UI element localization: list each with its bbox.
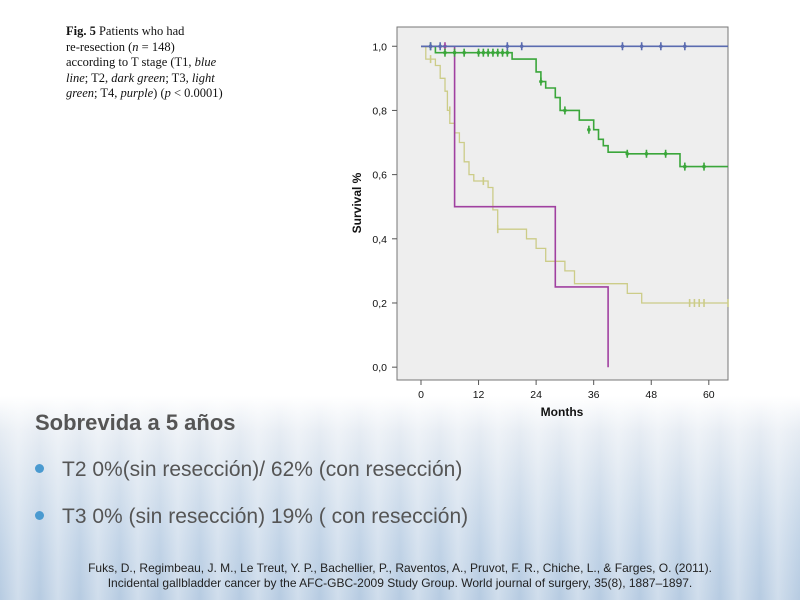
reference-citation: Fuks, D., Regimbeau, J. M., Le Treut, Y.… [0,561,800,591]
caption-text: purple [120,86,154,100]
censor-dot [683,44,687,49]
censor-dot [505,50,510,55]
caption-text: n [132,39,139,54]
censor-dot [500,50,505,55]
x-tick-label: 60 [703,389,715,401]
caption-text: blue [194,55,217,69]
survival-line-t2 [421,45,728,168]
x-tick-label: 0 [418,389,424,401]
censor-dot [539,79,543,84]
censor-dot [620,44,625,49]
caption-text: p [164,86,171,100]
caption-text: ; T2, [84,70,112,85]
bullet-dot [35,463,44,473]
slide-title: Sobrevida a 5 años [35,410,236,435]
reference-line: Fuks, D., Regimbeau, J. M., Le Treut, Y.… [88,561,712,575]
censor-dot [519,44,524,49]
survival-chart-svg: 0,0 0,2 0,4 0,6 0,8 1,0 0 12 24 36 48 60 Survival %… [350,26,729,419]
x-tick-label: 24 [530,389,542,401]
censor-dot [659,44,663,49]
censor-dot [644,151,649,156]
caption-text: dark green [111,70,166,85]
caption-text: ; T4, [94,86,121,100]
censor-dot [476,50,481,55]
caption-text: = 148) [138,39,175,54]
censor-dot [683,164,687,169]
survival-chart: 0,0 0,2 0,4 0,6 0,8 1,0 0 12 24 36 48 60 Survival %… [350,26,729,419]
y-tick-label: 0,0 [372,362,387,374]
bullet-text: T3 0% (sin resección) 19% ( con resecció… [62,505,469,528]
caption-text: according to T stage (T1, [66,55,195,69]
caption-text: ) ( [153,86,165,100]
y-tick-label: 0,2 [372,298,387,310]
figure-label: Fig. 5 [66,24,96,38]
censor-dot [452,50,457,55]
censor-dot [481,50,486,55]
y-tick-label: 0,4 [372,234,387,246]
figure-caption: Fig. 5 Patients who had re-resection (n … [66,24,286,102]
censor-dot [443,50,447,55]
y-tick-label: 0,8 [372,105,387,117]
censor-dot [563,108,567,113]
background-decoration [0,400,800,600]
censor-dot [702,164,706,169]
censor-dot [639,44,644,49]
censor-dot [438,44,442,49]
caption-text: < 0.0001) [170,86,223,100]
caption-text: ; T3, [165,70,192,85]
censor-dot [491,50,495,55]
bullet-dot [35,510,44,520]
censor-dot [625,151,630,156]
y-axis-label: Survival % [350,172,364,233]
series-layer [421,42,729,368]
bullet-item: T2 0%(sin resección)/ 62% (con resección… [35,458,462,482]
caption-text: green [66,86,94,100]
bullet-text: T2 0%(sin resección)/ 62% (con resección… [62,458,463,481]
survival-line-t3 [421,45,728,304]
censor-dot [663,151,668,156]
y-tick-label: 1,0 [372,41,387,53]
x-tick-label: 36 [588,389,600,401]
caption-text: line [66,70,85,85]
censor-dot [495,50,500,55]
censor-dot [587,127,591,132]
caption-text: re-resection ( [66,39,133,54]
y-tick-label: 0,6 [372,170,387,182]
caption-text: Patients who had [95,24,185,38]
censor-dot [486,50,490,55]
bullet-item: T3 0% (sin resección) 19% ( con resecció… [35,505,468,529]
x-tick-label: 48 [645,389,657,401]
axes: 0,0 0,2 0,4 0,6 0,8 1,0 0 12 24 36 48 60 [372,41,714,401]
censor-dot [505,44,510,49]
x-tick-label: 12 [473,389,485,401]
caption-text: light [191,70,215,85]
x-axis-label: Months [541,405,584,419]
censor-dot [428,44,433,49]
plot-area [396,26,729,381]
censor-dot [462,50,466,55]
reference-line: Incidental gallbladder cancer by the AFC… [107,576,693,590]
